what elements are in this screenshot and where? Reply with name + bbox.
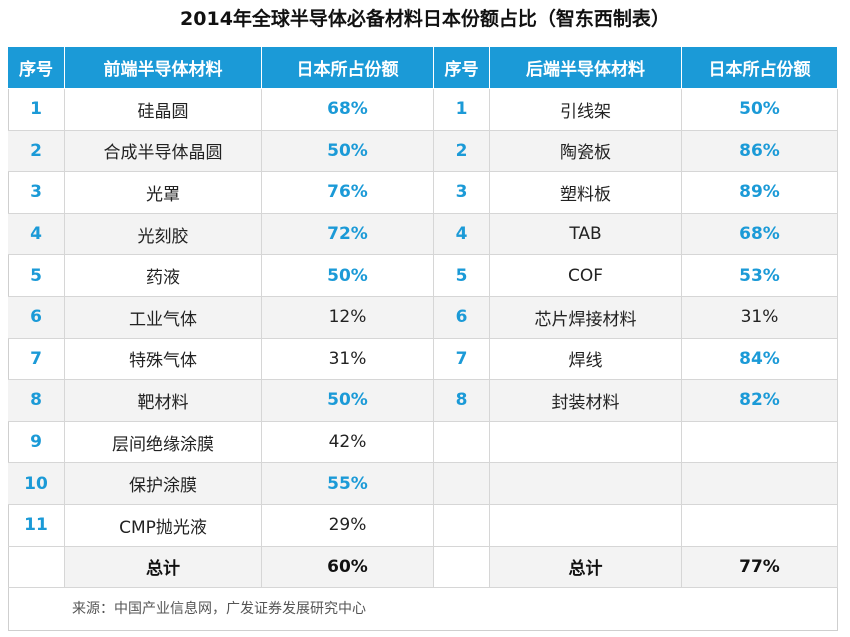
table-cell: 保护涂膜 xyxy=(65,463,262,505)
table-cell: 53% xyxy=(682,255,838,297)
table-cell: 3 xyxy=(8,172,65,214)
table-cell: COF xyxy=(490,255,682,297)
table-cell: 68% xyxy=(262,89,434,131)
header-cell: 序号 xyxy=(434,47,490,89)
table-cell: 8 xyxy=(434,380,490,422)
header-cell: 后端半导体材料 xyxy=(490,47,682,89)
table-cell: 药液 xyxy=(65,255,262,297)
total-value: 60% xyxy=(262,546,434,589)
table-cell: 76% xyxy=(262,172,434,214)
table-cell: 引线架 xyxy=(490,89,682,131)
table-cell: 7 xyxy=(8,338,65,381)
table-cell: 光刻胶 xyxy=(65,213,262,256)
table-cell: 3 xyxy=(434,172,490,214)
table-cell: 1 xyxy=(8,89,65,131)
table-cell: 5 xyxy=(8,255,65,297)
empty-cell xyxy=(8,546,65,589)
table-cell: 50% xyxy=(262,255,434,297)
table-cell: 31% xyxy=(682,297,838,339)
table-cell: 72% xyxy=(262,213,434,256)
table-cell: 4 xyxy=(434,213,490,256)
table-cell: 靶材料 xyxy=(65,380,262,422)
table-cell: 50% xyxy=(262,380,434,422)
empty-cell xyxy=(490,421,682,464)
table-cell: 6 xyxy=(8,297,65,339)
empty-cell xyxy=(682,421,838,464)
table-cell: 塑料板 xyxy=(490,172,682,214)
table-cell: 焊线 xyxy=(490,338,682,381)
table-cell: 光罩 xyxy=(65,172,262,214)
table-cell: 1 xyxy=(434,89,490,131)
empty-cell xyxy=(434,421,490,464)
table-cell: 4 xyxy=(8,213,65,256)
table-cell: 50% xyxy=(682,89,838,131)
table-cell: 10 xyxy=(8,463,65,505)
header-cell: 前端半导体材料 xyxy=(65,47,262,89)
table-cell: 55% xyxy=(262,463,434,505)
empty-cell xyxy=(434,463,490,505)
table-cell: 9 xyxy=(8,421,65,464)
header-cell: 日本所占份额 xyxy=(682,47,838,89)
empty-cell xyxy=(490,505,682,547)
table-cell: 42% xyxy=(262,421,434,464)
table-cell: 84% xyxy=(682,338,838,381)
table-cell: 82% xyxy=(682,380,838,422)
empty-cell xyxy=(434,546,490,589)
empty-cell xyxy=(490,463,682,505)
table-cell: 2 xyxy=(8,130,65,173)
table-cell: 合成半导体晶圆 xyxy=(65,130,262,173)
title: 2014年全球半导体必备材料日本份额占比（智东西制表） xyxy=(180,8,670,30)
empty-cell xyxy=(682,505,838,547)
total-label: 总计 xyxy=(65,546,262,589)
table-cell: CMP抛光液 xyxy=(65,505,262,547)
table-cell: 芯片焊接材料 xyxy=(490,297,682,339)
table-cell: 8 xyxy=(8,380,65,422)
header-cell: 日本所占份额 xyxy=(262,47,434,89)
table-cell: 50% xyxy=(262,130,434,173)
table-cell: 6 xyxy=(434,297,490,339)
table-cell: 11 xyxy=(8,505,65,547)
table-cell: 86% xyxy=(682,130,838,173)
table-cell: 31% xyxy=(262,338,434,381)
table-cell: TAB xyxy=(490,213,682,256)
empty-cell xyxy=(682,463,838,505)
table-cell: 5 xyxy=(434,255,490,297)
table-cell: 68% xyxy=(682,213,838,256)
header-cell: 序号 xyxy=(8,47,65,89)
table-cell: 29% xyxy=(262,505,434,547)
table-cell: 89% xyxy=(682,172,838,214)
total-value: 77% xyxy=(682,546,838,589)
total-label: 总计 xyxy=(490,546,682,589)
table-cell: 2 xyxy=(434,130,490,173)
table-cell: 特殊气体 xyxy=(65,338,262,381)
table-cell: 封装材料 xyxy=(490,380,682,422)
table-cell: 层间绝缘涂膜 xyxy=(65,421,262,464)
table-cell: 7 xyxy=(434,338,490,381)
empty-cell xyxy=(434,505,490,547)
source: 来源：中国产业信息网，广发证券发展研究中心 xyxy=(72,601,366,617)
table-cell: 12% xyxy=(262,297,434,339)
table-cell: 硅晶圆 xyxy=(65,89,262,131)
table-cell: 工业气体 xyxy=(65,297,262,339)
table-cell: 陶瓷板 xyxy=(490,130,682,173)
